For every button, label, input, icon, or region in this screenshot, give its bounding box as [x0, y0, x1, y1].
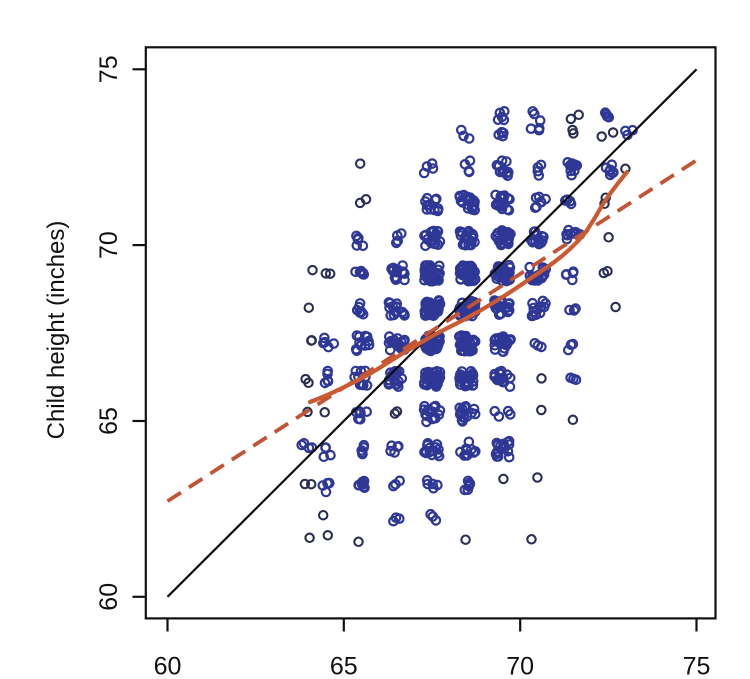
svg-text:75: 75 [95, 55, 123, 83]
svg-text:65: 65 [330, 653, 358, 679]
svg-text:70: 70 [95, 231, 123, 259]
svg-text:70: 70 [506, 653, 534, 679]
svg-text:Child height (inches): Child height (inches) [43, 221, 70, 440]
svg-text:60: 60 [95, 583, 123, 611]
svg-text:60: 60 [154, 653, 182, 679]
svg-text:75: 75 [683, 653, 711, 679]
svg-text:65: 65 [95, 407, 123, 435]
